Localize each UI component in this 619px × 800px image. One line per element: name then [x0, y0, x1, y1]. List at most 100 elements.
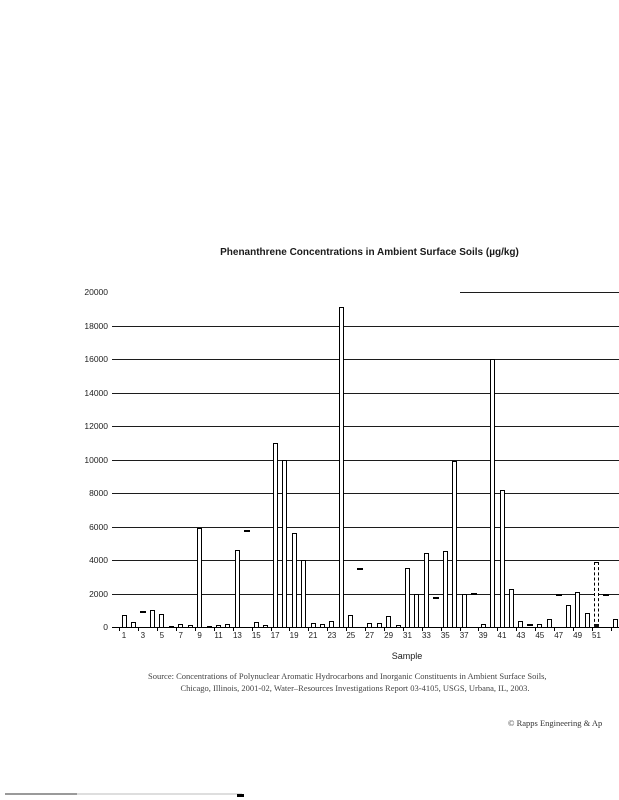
bar-sample-36 — [452, 461, 458, 627]
x-tick-label-3: 3 — [140, 631, 146, 640]
bar-sample-47 — [555, 593, 562, 596]
bar-sample-38 — [470, 592, 477, 595]
bar-sample-46 — [546, 618, 552, 627]
y-tick-label-4000: 4000 — [89, 555, 108, 565]
y-tick-label-20000: 20000 — [84, 287, 108, 297]
x-tick-20 — [497, 628, 499, 631]
bar-sample-34 — [432, 596, 439, 599]
x-tick-18 — [459, 628, 461, 631]
x-tick-label-17: 17 — [270, 631, 280, 640]
x-tick-7 — [251, 628, 253, 631]
x-tick-5 — [213, 628, 215, 631]
x-tick-label-25: 25 — [346, 631, 356, 640]
x-tick-label-1: 1 — [121, 631, 127, 640]
scan-artifact-streak-dark — [5, 793, 77, 795]
scan-artifact-dash — [237, 794, 244, 797]
gridline-6000 — [112, 526, 619, 528]
x-tick-label-35: 35 — [440, 631, 450, 640]
bar-sample-13 — [234, 549, 240, 627]
x-tick-26 — [610, 628, 612, 631]
x-tick-label-15: 15 — [251, 631, 261, 640]
bar-sample-14 — [243, 529, 250, 532]
x-tick-label-43: 43 — [516, 631, 526, 640]
x-tick-3 — [176, 628, 177, 631]
source-citation-line-1: Source: Concentrations of Polynuclear Ar… — [148, 671, 547, 681]
y-tick-label-2000: 2000 — [89, 588, 108, 599]
bar-sample-48 — [565, 605, 571, 627]
x-tick-label-7: 7 — [178, 631, 183, 640]
bar-sample-4 — [149, 610, 155, 627]
scan-artifact-streak-light — [77, 793, 242, 795]
x-tick-13 — [365, 628, 366, 631]
bar-sample-21 — [310, 622, 316, 627]
x-tick-label-41: 41 — [497, 631, 507, 640]
x-tick-25 — [591, 628, 593, 631]
y-tick-label-8000: 8000 — [89, 488, 108, 498]
x-tick-label-9: 9 — [197, 631, 202, 640]
gridline-8000 — [112, 493, 619, 494]
bar-sample-50 — [584, 612, 590, 627]
bar-sample-19 — [291, 533, 297, 627]
bar-sample-37 — [461, 594, 467, 627]
bar-sample-15 — [253, 621, 259, 627]
x-tick-14 — [383, 628, 385, 631]
x-tick-1 — [138, 628, 140, 631]
x-axis-line — [112, 627, 619, 628]
bar-sample-1 — [121, 615, 127, 627]
bar-sample-27 — [367, 622, 373, 627]
bar-sample-26 — [357, 568, 364, 571]
x-tick-label-13: 13 — [232, 631, 242, 640]
bar-sample-28 — [376, 622, 382, 627]
bar-sample-45 — [537, 624, 543, 627]
bar-sample-3 — [139, 611, 146, 614]
bar-sample-43 — [518, 621, 524, 627]
bar-sample-25 — [348, 615, 354, 627]
x-tick-label-37: 37 — [459, 631, 469, 640]
x-tick-2 — [157, 628, 159, 631]
bar-sample-53 — [612, 618, 618, 627]
gridline-14000 — [112, 392, 619, 394]
x-tick-4 — [194, 628, 196, 631]
bar-sample-33 — [423, 553, 429, 627]
y-tick-label-0: 0 — [103, 622, 108, 632]
x-tick-label-47: 47 — [554, 631, 564, 640]
bar-sample-11 — [216, 625, 221, 627]
x-tick-label-29: 29 — [384, 631, 394, 640]
bar-sample-49 — [575, 591, 581, 627]
y-tick-label-14000: 14000 — [84, 387, 108, 398]
x-tick-label-27: 27 — [365, 631, 375, 640]
y-tick-label-12000: 12000 — [84, 421, 108, 431]
bar-sample-23 — [329, 621, 335, 627]
bar-sample-6 — [168, 626, 174, 628]
x-tick-label-23: 23 — [327, 631, 337, 640]
bar-sample-31 — [405, 568, 410, 627]
bar-sample-44 — [527, 624, 534, 627]
bar-sample-29 — [386, 616, 392, 627]
bar-sample-17 — [272, 442, 278, 627]
x-tick-label-39: 39 — [478, 631, 488, 640]
x-tick-6 — [232, 628, 234, 631]
bar-sample-9 — [197, 528, 203, 627]
bar-sample-18 — [282, 459, 288, 627]
bar-sample-32 — [414, 594, 420, 627]
bar-sample-52 — [602, 594, 609, 597]
x-tick-15 — [402, 628, 404, 631]
x-tick-label-51: 51 — [592, 631, 601, 640]
bar-sample-16 — [263, 625, 269, 627]
x-tick-0 — [119, 628, 121, 631]
x-tick-label-5: 5 — [159, 631, 165, 640]
x-tick-17 — [440, 628, 442, 631]
bar-sample-10 — [206, 626, 212, 628]
bar-sample-8 — [187, 625, 193, 627]
bar-sample-22 — [319, 624, 325, 627]
source-citation-line-2: Chicago, Illinois, 2001-02, Water–Resour… — [180, 683, 530, 693]
bar-sample-51 — [594, 561, 599, 627]
bar-sample-35 — [442, 550, 448, 627]
gridline-2000 — [112, 593, 619, 595]
x-tick-label-19: 19 — [289, 631, 299, 640]
x-axis-title: Sample — [391, 651, 423, 661]
copyright-attribution: © Rapps Engineering & Ap — [508, 718, 603, 728]
bar-sample-41 — [499, 489, 505, 627]
gridline-4000 — [112, 560, 619, 561]
x-tick-label-31: 31 — [403, 631, 412, 640]
